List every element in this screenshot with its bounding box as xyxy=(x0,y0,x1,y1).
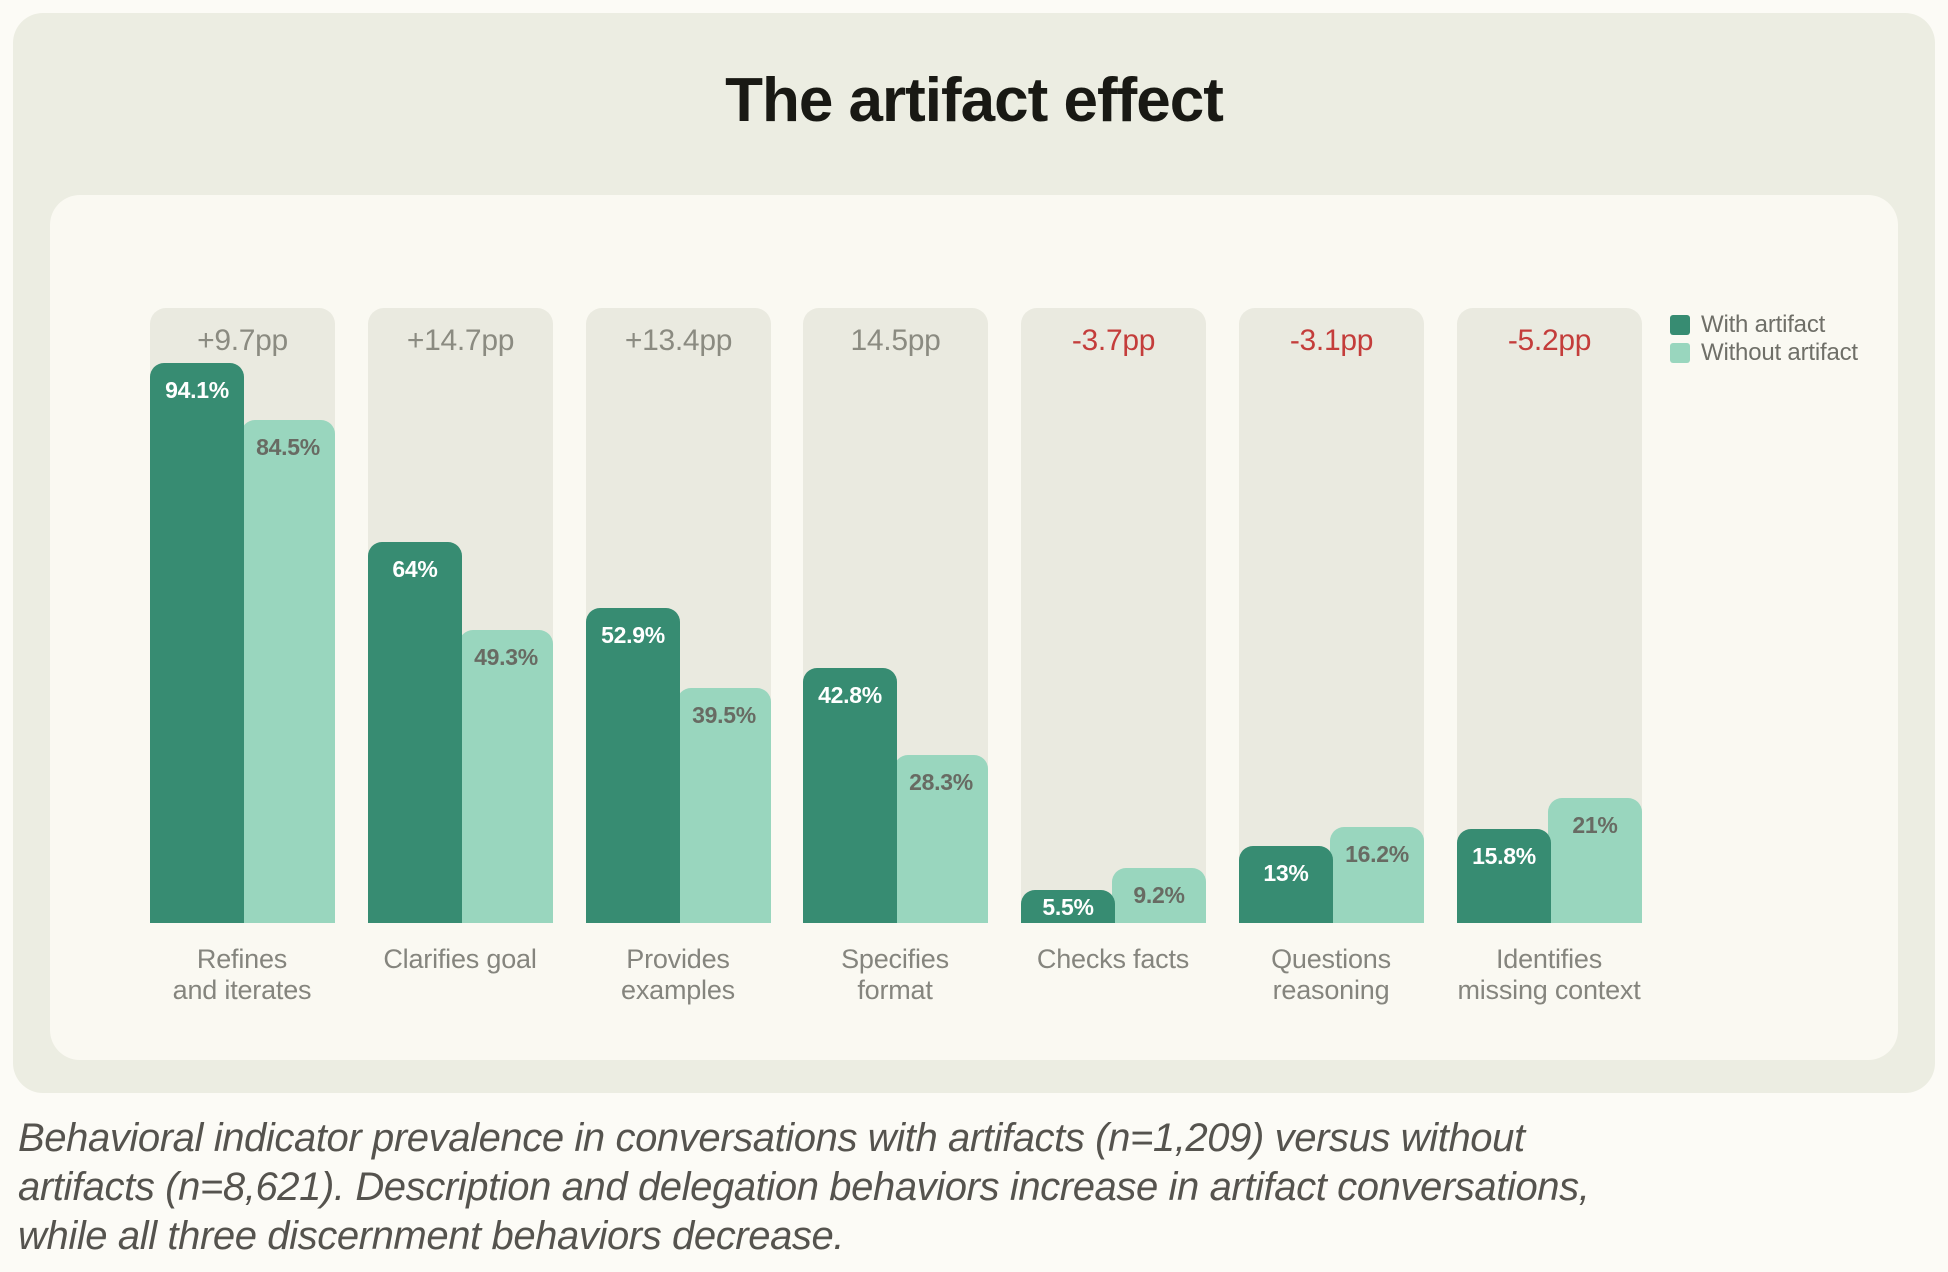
legend-swatch xyxy=(1670,343,1690,363)
bar-value-label: 16.2% xyxy=(1345,841,1409,867)
bar-with-artifact: 42.8% xyxy=(803,668,897,923)
bar-value-label: 21% xyxy=(1572,812,1618,838)
delta-label: -3.7pp xyxy=(1071,324,1156,357)
plot-surface: +9.7pp 94.1% 84.5% Refines and iterates +14.7… xyxy=(50,195,1898,1060)
group-background xyxy=(1239,308,1424,923)
delta-label: +9.7pp xyxy=(197,324,288,357)
delta-label: +13.4pp xyxy=(624,324,733,357)
bar-with-artifact: 94.1% xyxy=(150,363,244,923)
bar-with-artifact: 15.8% xyxy=(1457,829,1551,923)
category-group: -5.2pp 15.8% 21% Identifies missing context xyxy=(1457,308,1642,1005)
bar-without-artifact: 39.5% xyxy=(677,688,771,923)
bar-value-label: 49.3% xyxy=(474,644,538,670)
category-label: Refines and iterates xyxy=(172,944,312,1005)
caption-line-1: Behavioral indicator prevalence in conve… xyxy=(18,1116,1525,1160)
chart-card: The artifact effect +9.7pp 94.1% 84.5% Refi… xyxy=(13,13,1935,1093)
legend: With artifact Without artifact xyxy=(1670,311,1858,369)
category-label: Provides examples xyxy=(621,944,735,1005)
bar-without-artifact: 16.2% xyxy=(1330,827,1424,923)
chart-title: The artifact effect xyxy=(725,66,1224,135)
caption-line-3: while all three discernment behaviors de… xyxy=(18,1214,845,1258)
category-group: -3.7pp 5.5% 9.2% Checks facts xyxy=(1021,308,1206,974)
delta-label: +14.7pp xyxy=(406,324,515,357)
bar-with-artifact: 52.9% xyxy=(586,608,680,923)
bar-value-label: 13% xyxy=(1263,860,1309,886)
legend-swatch xyxy=(1670,315,1690,335)
bar-without-artifact: 9.2% xyxy=(1112,868,1206,923)
delta-label: -3.1pp xyxy=(1289,324,1374,357)
category-label: Questions reasoning xyxy=(1271,944,1391,1005)
figure-caption: Behavioral indicator prevalence in conve… xyxy=(18,1114,1928,1261)
bar-value-label: 9.2% xyxy=(1133,882,1185,908)
bar-without-artifact: 49.3% xyxy=(459,630,553,923)
category-label: Identifies missing context xyxy=(1457,944,1641,1005)
bar-value-label: 28.3% xyxy=(909,769,973,795)
category-label: Specifies format xyxy=(841,944,949,1005)
bar-without-artifact: 21% xyxy=(1548,798,1642,923)
bar-value-label: 5.5% xyxy=(1042,894,1094,920)
bar-without-artifact: 84.5% xyxy=(241,420,335,923)
category-label: Clarifies goal xyxy=(383,944,537,974)
bar-value-label: 64% xyxy=(392,556,438,582)
category-group: +14.7pp 64% 49.3% Clarifies goal xyxy=(368,308,553,974)
group-background xyxy=(1021,308,1206,923)
bar-value-label: 84.5% xyxy=(256,434,320,460)
bar-with-artifact: 64% xyxy=(368,542,462,923)
bar-value-label: 15.8% xyxy=(1472,843,1536,869)
bar-value-label: 39.5% xyxy=(692,702,756,728)
bar-value-label: 52.9% xyxy=(601,622,665,648)
bar-value-label: 42.8% xyxy=(818,682,882,708)
delta-label: 14.5pp xyxy=(850,324,941,357)
category-group: +9.7pp 94.1% 84.5% Refines and iterates xyxy=(150,308,335,1005)
bar-with-artifact: 13% xyxy=(1239,846,1333,923)
category-label: Checks facts xyxy=(1036,944,1190,974)
legend-item: With artifact xyxy=(1670,311,1858,338)
category-group: +13.4pp 52.9% 39.5% Provides examples xyxy=(586,308,771,1005)
bar-with-artifact: 5.5% xyxy=(1021,890,1115,923)
delta-label: -5.2pp xyxy=(1507,324,1592,357)
legend-label: Without artifact xyxy=(1701,339,1858,366)
category-group: 14.5pp 42.8% 28.3% Specifies format xyxy=(803,308,988,1005)
bar-without-artifact: 28.3% xyxy=(894,755,988,923)
category-group: -3.1pp 13% 16.2% Questions reasoning xyxy=(1239,308,1424,1005)
bar-value-label: 94.1% xyxy=(165,377,229,403)
caption-line-2: artifacts (n=8,621). Description and del… xyxy=(18,1165,1590,1209)
legend-item: Without artifact xyxy=(1670,339,1858,366)
legend-label: With artifact xyxy=(1701,311,1826,338)
